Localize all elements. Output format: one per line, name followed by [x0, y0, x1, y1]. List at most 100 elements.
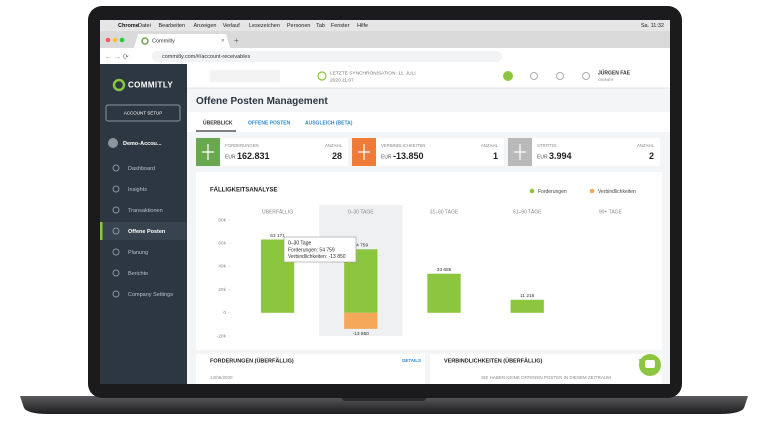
nav-icon: [112, 164, 120, 172]
panel-title: FORDERUNGEN (ÜBERFÄLLIG): [210, 357, 294, 364]
panel-text: SIE HABEN KEINE OFFENEN POSTEN IN DIESEM…: [481, 375, 611, 380]
logo: COMMITLY: [128, 81, 173, 90]
nav-icon: [112, 227, 120, 235]
nav-item[interactable]: Dashboard: [128, 166, 155, 172]
tooltip-line: Verbindlichkeiten: -13 850: [288, 254, 346, 260]
y-tick-label: -20k: [217, 333, 227, 339]
nav-item[interactable]: Insights: [128, 187, 147, 193]
settings-icon[interactable]: [556, 72, 564, 80]
card-currency: EUR: [381, 154, 392, 160]
nav-item[interactable]: Transaktionen: [128, 208, 163, 214]
y-tick-label: 20k: [218, 287, 226, 293]
card-amount: -13.850: [393, 151, 424, 161]
y-tick-label: 0: [223, 310, 226, 316]
legend-swatch: [589, 188, 595, 194]
menu-app: Chrome: [118, 23, 139, 29]
page-title: Offene Posten Management: [196, 96, 328, 107]
user-icon[interactable]: [582, 72, 590, 80]
search-field[interactable]: [210, 70, 280, 82]
x-tick-label: 0–30 TAGE: [348, 209, 374, 215]
setup-button-label: ACCOUNT SETUP: [124, 111, 162, 116]
nav-item[interactable]: Planung: [128, 250, 148, 256]
tooltip-line: Forderungen: 54 759: [288, 247, 335, 253]
card-count-label: ANZAHL: [325, 143, 343, 148]
menu-clock: Sa. 11:32: [641, 23, 664, 29]
nav-icon: [112, 185, 120, 193]
nav-icon: [112, 206, 120, 214]
x-tick-label: 90+ TAGE: [599, 209, 623, 215]
logo-mark: [112, 78, 126, 92]
card-count-label: ANZAHL: [637, 143, 655, 148]
active-item-marker: [100, 222, 103, 240]
x-tick-label: 31–60 TAGE: [430, 209, 459, 215]
notification-icon[interactable]: [530, 72, 538, 80]
page-tab[interactable]: ÜBERBLICK: [203, 119, 233, 126]
add-button[interactable]: [503, 71, 513, 81]
nav-icon: [112, 248, 120, 256]
bar: [510, 299, 544, 313]
user-role: OWNER: [598, 77, 613, 82]
menu-item[interactable]: Lesezeichen: [249, 23, 280, 29]
panel-link[interactable]: DETAILS: [402, 358, 421, 363]
tab-strip: [187, 112, 670, 132]
tooltip-title: 0–30 Tage: [288, 240, 311, 246]
company-name[interactable]: Demo-Accou...: [123, 141, 162, 147]
card: [508, 138, 660, 166]
minimize-button[interactable]: [112, 37, 118, 43]
card-amount: 162.831: [237, 151, 270, 161]
panel-text: 14/06/2020: [210, 375, 233, 380]
data-label: 54 759: [353, 243, 368, 249]
url-field[interactable]: [152, 51, 502, 62]
new-tab[interactable]: +: [234, 36, 239, 45]
menu-item[interactable]: Tab: [316, 23, 325, 29]
browser-tab[interactable]: [134, 34, 230, 48]
card-label: VERBINDLICHKEITEN: [381, 143, 425, 148]
nav-icon: [112, 290, 120, 298]
page-tab[interactable]: OFFENE POSTEN: [248, 120, 291, 126]
card: [352, 138, 504, 166]
y-tick-label: 40k: [218, 264, 226, 270]
nav-item[interactable]: Company Settings: [128, 292, 173, 298]
chart-title: FÄLLIGKEITSANALYSE: [210, 187, 277, 194]
card-count: 1: [493, 151, 498, 161]
panel-left: [196, 354, 425, 384]
zoom-button[interactable]: [119, 37, 125, 43]
menu-bar: [100, 20, 670, 31]
setup-button[interactable]: [105, 104, 181, 122]
tab-close[interactable]: ×: [221, 39, 225, 45]
card-label: STRITTIG: [537, 143, 557, 148]
menu-item[interactable]: Verlauf: [223, 23, 241, 29]
menu-item[interactable]: Anzeigen: [194, 23, 217, 29]
company-avatar: [108, 138, 118, 148]
legend-label: Verbindlichkeiten: [598, 189, 636, 195]
legend-label: Forderungen: [538, 189, 567, 195]
menu-item[interactable]: Datei: [138, 23, 151, 29]
nav-item[interactable]: Offene Posten: [128, 229, 166, 235]
menu-item[interactable]: Personen: [287, 23, 311, 29]
nav-item[interactable]: Berichte: [128, 271, 148, 277]
card-amount: 3.994: [549, 151, 572, 161]
legend-swatch: [529, 188, 535, 194]
card-currency: EUR: [225, 154, 236, 160]
menu-item[interactable]: Hilfe: [357, 23, 368, 29]
card-count: 2: [649, 151, 654, 161]
page-tab[interactable]: AUSGLEICH (BETA): [305, 120, 353, 126]
data-label: -13 850: [353, 331, 370, 337]
laptop-base: [20, 396, 748, 414]
bar: [427, 273, 461, 313]
card-glyph: [358, 144, 370, 160]
card-glyph: [202, 144, 214, 160]
card-currency: EUR: [537, 154, 548, 160]
close-button[interactable]: [105, 37, 111, 43]
url-text: commitly.com/#/account-receivables: [162, 54, 250, 60]
x-tick-label: 61–90 TAGE: [513, 209, 542, 215]
menu-item[interactable]: Fenster: [331, 23, 350, 29]
active-item-bg: [100, 222, 187, 240]
menu-item[interactable]: Bearbeiten: [159, 23, 186, 29]
card-count: 28: [332, 151, 342, 161]
panel-title: VERBINDLICHKEITEN (ÜBERFÄLLIG): [444, 357, 543, 364]
nav-back[interactable]: ← → ⟳: [105, 54, 129, 61]
tab-title: Commitly: [152, 38, 175, 44]
